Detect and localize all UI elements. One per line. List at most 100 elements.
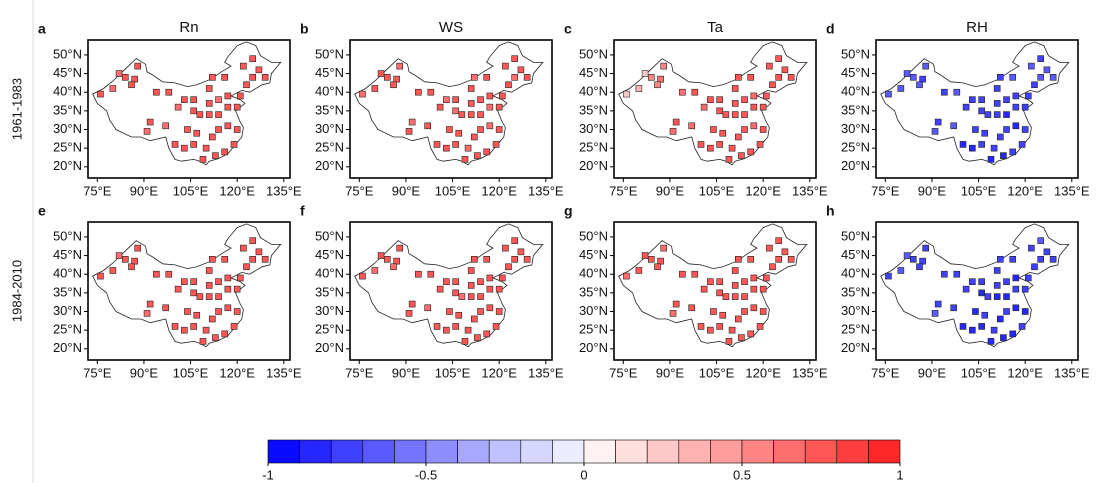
station [255, 248, 263, 256]
y-tick-label: 45°N [841, 247, 870, 262]
station [1024, 274, 1032, 282]
y-tick-label: 30°N [53, 303, 82, 318]
station [750, 122, 758, 130]
y-tick-label: 30°N [579, 303, 608, 318]
station [697, 141, 705, 148]
station [969, 278, 976, 285]
station [747, 330, 755, 338]
station [190, 278, 197, 285]
station [1003, 278, 1010, 285]
station [710, 308, 717, 315]
y-tick-label: 20°N [315, 340, 344, 355]
station [190, 323, 197, 330]
panel-title: RH [966, 19, 988, 36]
station [731, 100, 739, 107]
station [1000, 334, 1007, 341]
station [741, 293, 748, 300]
colorbar-tick-label: 0 [580, 467, 587, 482]
station [171, 141, 179, 148]
station [669, 128, 677, 135]
country-outline [92, 41, 282, 166]
colorbar-cell [868, 439, 901, 464]
station [174, 103, 182, 111]
country-outline [92, 223, 282, 348]
y-tick-label: 35°N [53, 102, 82, 117]
y-tick-label: 40°N [315, 266, 344, 281]
station [121, 73, 129, 81]
x-tick-label: 135°E [792, 365, 828, 380]
station [215, 126, 222, 133]
x-tick-label: 90°E [130, 365, 159, 380]
station [436, 285, 444, 293]
colorbar-tick-label: 0.5 [733, 467, 751, 482]
station [424, 122, 431, 130]
y-tick-label: 40°N [841, 266, 870, 281]
y-tick-label: 50°N [315, 46, 344, 61]
x-tick-label: 105°E [173, 183, 209, 198]
station [1037, 237, 1045, 244]
y-tick-label: 45°N [315, 65, 344, 80]
station [181, 326, 188, 334]
station [922, 62, 930, 70]
station [953, 88, 961, 96]
station [993, 293, 1001, 300]
station [165, 270, 173, 278]
station [243, 81, 250, 89]
station [1031, 81, 1038, 89]
station [486, 285, 494, 293]
colorbar-cell [678, 439, 711, 464]
x-tick-label: 120°E [481, 365, 517, 380]
station [993, 85, 1001, 92]
y-tick-label: 45°N [315, 247, 344, 262]
station [909, 73, 917, 81]
station [762, 274, 770, 282]
station [202, 144, 210, 152]
row-label: 1984-2010 [9, 260, 24, 322]
y-tick-label: 35°N [315, 284, 344, 299]
station [738, 152, 745, 159]
station [950, 122, 957, 130]
country-outline [618, 41, 808, 166]
station [261, 73, 269, 81]
station [993, 282, 1001, 289]
y-tick-label: 45°N [53, 247, 82, 262]
station [981, 311, 989, 319]
station [679, 270, 686, 278]
station [972, 308, 979, 315]
station [205, 282, 213, 289]
station [747, 73, 755, 81]
y-tick-label: 40°N [579, 84, 608, 99]
x-tick-label: 105°E [435, 365, 471, 380]
station [415, 88, 422, 96]
station [467, 267, 475, 274]
station [128, 81, 135, 89]
y-tick-label: 35°N [315, 102, 344, 117]
station [787, 73, 795, 81]
station [981, 129, 989, 137]
station [240, 62, 247, 70]
panel-letter: h [826, 203, 835, 219]
station [969, 96, 976, 103]
station [486, 304, 494, 312]
station [969, 144, 976, 152]
colorbar-cell [583, 439, 616, 464]
station [1037, 73, 1045, 81]
station [1049, 73, 1057, 81]
station [731, 282, 739, 289]
station [1012, 92, 1020, 100]
y-tick-label: 35°N [841, 102, 870, 117]
station [474, 152, 481, 159]
station [759, 308, 767, 315]
station [647, 255, 655, 263]
station [396, 244, 404, 252]
station [1031, 263, 1038, 271]
station [719, 311, 727, 319]
station [221, 148, 229, 156]
station [408, 118, 416, 126]
x-tick-label: 105°E [961, 365, 997, 380]
station [688, 304, 695, 312]
y-tick-label: 40°N [579, 266, 608, 281]
map-frame [349, 39, 553, 179]
station [97, 272, 104, 280]
x-tick-label: 120°E [745, 365, 781, 380]
